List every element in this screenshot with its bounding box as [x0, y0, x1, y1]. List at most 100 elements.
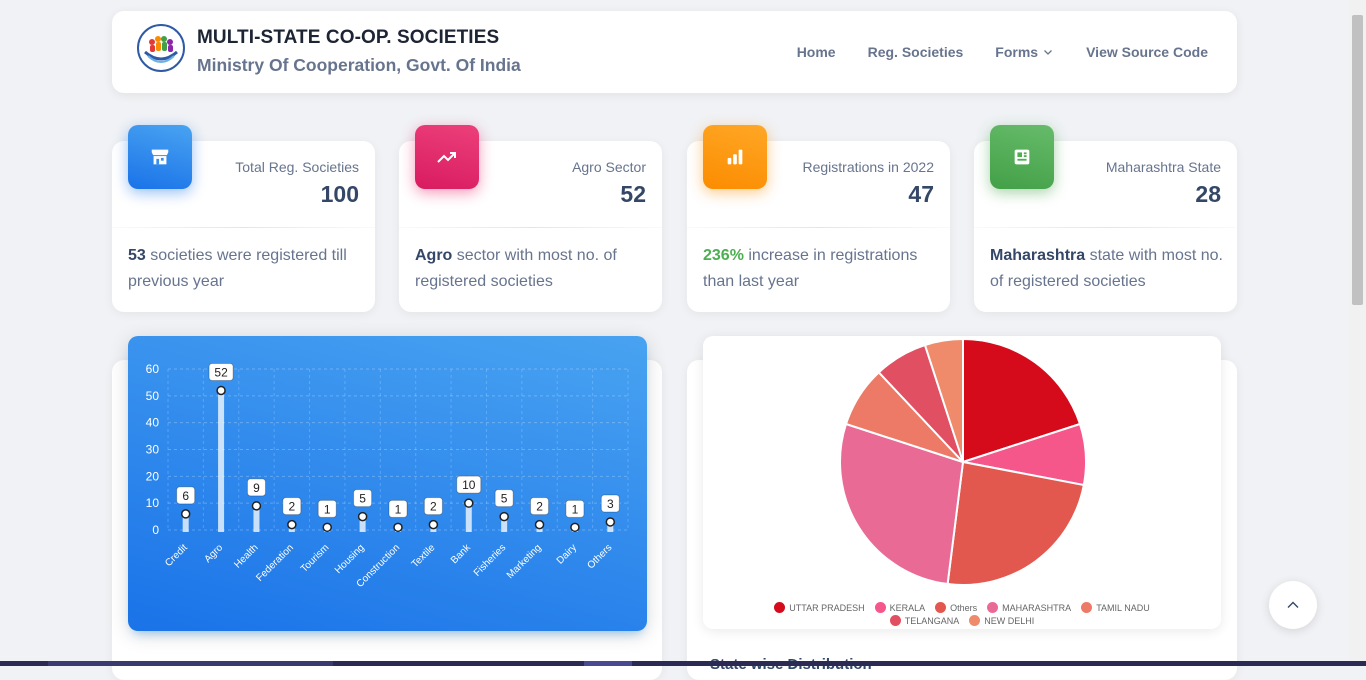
- data-label-box: [282, 497, 302, 516]
- data-label-box: [208, 362, 234, 381]
- y-tick-label: 60: [146, 362, 160, 376]
- stat-card-maharashtra: Maharashtra State 28 Maharashtra state w…: [974, 125, 1237, 312]
- trending-up-icon: [415, 125, 479, 189]
- data-point[interactable]: [464, 498, 474, 508]
- data-point[interactable]: [322, 522, 332, 533]
- data-point[interactable]: [357, 511, 368, 522]
- x-tick-label: Bank: [449, 542, 474, 567]
- stat-footnote: 236% increase in registrations than last…: [703, 243, 936, 295]
- stat-foot-text: increase in registrations than last year: [703, 247, 918, 290]
- nav-view-source[interactable]: View Source Code: [1086, 44, 1208, 60]
- legend-item[interactable]: Others: [935, 602, 977, 613]
- bar[interactable]: [359, 516, 366, 532]
- data-label-box: [423, 497, 443, 516]
- data-label-box: [388, 499, 408, 518]
- legend-label: KERALA: [889, 602, 926, 613]
- bar[interactable]: [607, 521, 614, 532]
- legend-swatch: [935, 602, 947, 613]
- legend-item[interactable]: TELANGANA: [889, 615, 959, 626]
- pie-slice[interactable]: [923, 337, 964, 463]
- data-label: 1: [324, 502, 331, 516]
- data-point[interactable]: [570, 522, 580, 533]
- chevron-up-icon: [1287, 601, 1299, 608]
- stat-card-agro-sector: Agro Sector 52 Agro sector with most no.…: [399, 125, 662, 312]
- page-scrollbar[interactable]: [1349, 0, 1366, 666]
- legend-item[interactable]: MAHARASHTRA: [987, 602, 1071, 613]
- stat-foot-highlight: Agro: [415, 247, 453, 264]
- data-point[interactable]: [287, 519, 297, 530]
- stat-footnote: Maharashtra state with most no. of regis…: [990, 243, 1223, 295]
- scrollbar-thumb[interactable]: [1352, 15, 1363, 305]
- bar[interactable]: [501, 516, 508, 532]
- stat-foot-text: societies were registered till previous …: [128, 247, 347, 290]
- pie-slice[interactable]: [839, 422, 965, 586]
- legend-label: MAHARASHTRA: [1002, 602, 1072, 613]
- nav-forms-dropdown[interactable]: Forms: [995, 44, 1054, 60]
- legend-item[interactable]: KERALA: [874, 602, 926, 613]
- divider: [687, 227, 950, 228]
- data-label: 2: [536, 500, 543, 514]
- data-label: 2: [289, 500, 296, 514]
- data-point[interactable]: [534, 519, 545, 530]
- data-label: 9: [253, 481, 260, 495]
- divider: [399, 227, 662, 228]
- data-point[interactable]: [393, 522, 403, 533]
- legend-swatch: [774, 602, 786, 613]
- legend-item[interactable]: TAMIL NADU: [1081, 602, 1150, 613]
- y-tick-label: 10: [146, 496, 160, 510]
- data-label: 6: [182, 489, 189, 503]
- data-label: 5: [359, 492, 366, 506]
- data-point[interactable]: [251, 501, 262, 511]
- data-label-box: [456, 475, 482, 494]
- data-point[interactable]: [605, 517, 616, 527]
- nav-home[interactable]: Home: [797, 44, 836, 60]
- ministry-logo[interactable]: [137, 24, 185, 72]
- pie-slice[interactable]: [962, 337, 1082, 464]
- stat-footnote: Agro sector with most no. of registered …: [415, 243, 648, 295]
- x-tick-label: Others: [585, 542, 614, 571]
- taskbar-app[interactable]: [48, 661, 333, 666]
- data-label-box: [317, 499, 337, 518]
- x-tick-label: Agro: [202, 542, 225, 565]
- nav-forms-label: Forms: [995, 44, 1039, 60]
- data-point[interactable]: [428, 519, 439, 530]
- data-label: 1: [395, 502, 402, 516]
- top-navbar: MULTI-STATE CO-OP. SOCIETIES Ministry Of…: [112, 11, 1237, 93]
- taskbar-app[interactable]: [584, 661, 632, 666]
- site-title[interactable]: MULTI-STATE CO-OP. SOCIETIES: [197, 27, 500, 48]
- legend-swatch: [969, 615, 981, 626]
- legend-item[interactable]: UTTAR PRADESH: [774, 602, 865, 613]
- y-tick-label: 40: [146, 416, 160, 430]
- legend-item[interactable]: NEW DELHI: [969, 615, 1034, 626]
- sector-chart-panel: 0 10 20 30 40 50 60 6 Credit 52 Agro 9 Health 2 Federa…: [128, 336, 647, 631]
- x-tick-label: Tourism: [299, 542, 332, 575]
- pie-slice[interactable]: [946, 460, 1085, 586]
- sector-bar-chart[interactable]: 01020304050606Credit52Agro9Health2Federa…: [128, 336, 647, 631]
- bar[interactable]: [182, 513, 189, 532]
- state-pie-chart[interactable]: [703, 336, 1221, 601]
- stat-label: Maharashtra State: [1105, 159, 1221, 175]
- legend-label: TAMIL NADU: [1096, 602, 1150, 613]
- store-icon: [128, 125, 192, 189]
- stat-card-registrations-2022: Registrations in 2022 47 236% increase i…: [687, 125, 950, 312]
- bar[interactable]: [253, 505, 260, 532]
- nav-reg-societies[interactable]: Reg. Societies: [868, 44, 964, 60]
- site-subtitle: Ministry Of Cooperation, Govt. Of India: [197, 55, 521, 75]
- legend-swatch: [889, 615, 901, 626]
- bar[interactable]: [218, 390, 225, 532]
- data-label-box: [494, 489, 514, 508]
- stat-value: 28: [1195, 181, 1221, 207]
- legend-label: UTTAR PRADESH: [789, 602, 865, 613]
- chevron-down-icon: [1044, 50, 1053, 55]
- bar[interactable]: [465, 503, 472, 532]
- data-label-box: [565, 499, 585, 518]
- stat-label: Total Reg. Societies: [235, 159, 359, 175]
- data-label: 10: [462, 478, 476, 492]
- data-point[interactable]: [216, 385, 226, 396]
- scroll-to-top-button[interactable]: [1269, 581, 1317, 629]
- data-point[interactable]: [499, 511, 509, 522]
- data-label-box: [176, 486, 196, 505]
- stat-foot-text: sector with most no. of registered socie…: [415, 247, 617, 290]
- x-tick-label: Fisheries: [472, 542, 508, 578]
- data-point[interactable]: [180, 509, 191, 519]
